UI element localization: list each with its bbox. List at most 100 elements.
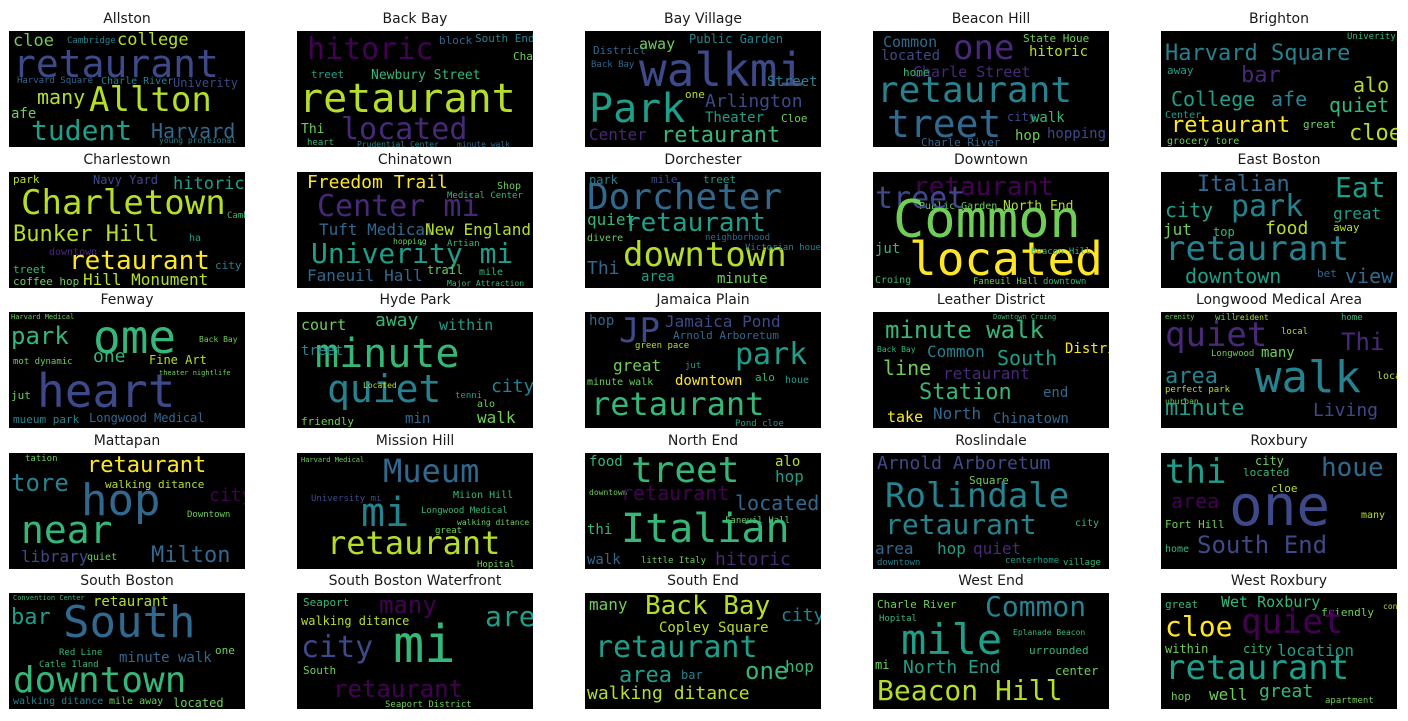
cloud-word: within bbox=[439, 316, 494, 334]
cloud-word: Copley Square bbox=[659, 620, 769, 636]
cloud-word: heart bbox=[307, 138, 335, 148]
cloud-word: will bbox=[1215, 313, 1237, 323]
cloud-word: area bbox=[641, 269, 675, 285]
cloud-word: Thi bbox=[587, 258, 620, 279]
cloud-word: hopping bbox=[1047, 126, 1107, 142]
cloud-word: young profeional bbox=[159, 136, 237, 145]
cloud-word: houe bbox=[785, 375, 810, 386]
cloud-word: retaurant bbox=[595, 630, 758, 665]
cloud-word: retaurant bbox=[625, 208, 766, 238]
wordcloud-panel: Fenway Harvard Medical park ome Back Bay one m… bbox=[9, 291, 245, 428]
cloud-word: many bbox=[1261, 345, 1295, 361]
cloud-word: Theater bbox=[705, 110, 765, 126]
cloud-word: walking ditance bbox=[457, 518, 530, 527]
cloud-word: downtown bbox=[675, 373, 743, 389]
cloud-word: walk bbox=[477, 408, 516, 427]
cloud-word: divere bbox=[587, 233, 624, 244]
panel-title: Hyde Park bbox=[379, 292, 451, 308]
panel-title: Bay Village bbox=[664, 11, 742, 27]
cloud-word: Mueum bbox=[383, 453, 480, 490]
cloud-word: Back Bay bbox=[199, 335, 238, 344]
cloud-word: Arlington bbox=[705, 91, 803, 112]
cloud-word: mi bbox=[361, 490, 410, 536]
cloud-word: home bbox=[1341, 313, 1363, 323]
cloud-word: New England bbox=[425, 220, 531, 239]
cloud-word: Navy Yard bbox=[93, 173, 159, 187]
cloud-word: one bbox=[215, 644, 235, 657]
cloud-word: Longwood bbox=[1211, 349, 1255, 359]
cloud-word: treet bbox=[631, 453, 740, 491]
panel-title: South Boston Waterfront bbox=[328, 573, 502, 589]
panel-title: Leather District bbox=[936, 292, 1046, 308]
cloud-word: alo bbox=[477, 399, 496, 410]
wordcloud-image: Harvard Medical park ome Back Bay one mot dyn… bbox=[9, 312, 245, 428]
cloud-word: quiet bbox=[87, 552, 118, 563]
wordcloud-panel: South Boston Convention Center retaurant ba… bbox=[9, 572, 245, 709]
cloud-word: downtown bbox=[1043, 277, 1087, 287]
cloud-word: Fort Hill bbox=[1165, 518, 1225, 531]
cloud-word: Convention Center bbox=[13, 594, 85, 602]
cloud-word: Cambridge bbox=[67, 36, 116, 46]
wordcloud-image: District away Public Garden walkmi Back Bay S… bbox=[585, 31, 821, 147]
cloud-word: Jamaica Pond bbox=[665, 312, 781, 331]
cloud-word: Bunker Hill bbox=[13, 222, 159, 247]
cloud-word: retaurant bbox=[621, 481, 730, 505]
cloud-word: ome bbox=[93, 312, 177, 364]
cloud-word: one bbox=[93, 346, 126, 367]
cloud-word: apartment bbox=[1325, 696, 1374, 706]
wordcloud-panel: Longwood Medical Area erenity will reident h… bbox=[1161, 291, 1397, 428]
cloud-word: Common bbox=[893, 190, 1081, 250]
cloud-word: area bbox=[875, 539, 914, 558]
cloud-word: hop bbox=[81, 475, 161, 526]
wordcloud-panel: Beacon Hill Common one State Houe located hit… bbox=[873, 10, 1109, 147]
cloud-word: retaurant bbox=[333, 675, 464, 703]
cloud-word: Harvard Square bbox=[17, 76, 93, 86]
cloud-word: Harvard Medical bbox=[11, 313, 75, 321]
wordcloud-panel: Downtown retaurant Public Garden North End t… bbox=[873, 151, 1109, 288]
cloud-word: quiet bbox=[1165, 315, 1268, 355]
cloud-word: friendly bbox=[1321, 606, 1374, 619]
wordcloud-panel: Dorchester park mile treet Dorcheter quiet ret… bbox=[585, 151, 821, 288]
cloud-word: mile bbox=[901, 615, 1003, 664]
panel-title: Downtown bbox=[953, 152, 1029, 168]
cloud-word: afe bbox=[11, 106, 37, 122]
cloud-word: cloe bbox=[1165, 610, 1233, 643]
cloud-word: top bbox=[1213, 225, 1235, 239]
wordcloud-panel: Mattapan tation retaurant tore walking ditan… bbox=[9, 432, 245, 569]
cloud-word: away bbox=[1167, 64, 1194, 77]
cloud-word: take bbox=[887, 408, 924, 426]
cloud-word: home bbox=[903, 66, 930, 79]
cloud-word: park bbox=[13, 173, 40, 186]
cloud-word: city bbox=[1075, 518, 1100, 529]
panel-title: Mission Hill bbox=[375, 433, 455, 449]
cloud-word: Hopital bbox=[477, 560, 515, 570]
cloud-word: treet bbox=[703, 173, 737, 186]
cloud-word: many bbox=[379, 593, 437, 619]
wordcloud-image: Italian Eat city park great jut top food away ret… bbox=[1161, 172, 1397, 288]
cloud-word: erenity bbox=[1165, 313, 1195, 321]
cloud-word: Living bbox=[1313, 400, 1379, 421]
cloud-word: Artian bbox=[447, 239, 480, 249]
panel-title: West Roxbury bbox=[1230, 573, 1328, 589]
cloud-word: mot dynamic bbox=[13, 357, 73, 367]
cloud-word: centerhome bbox=[1005, 556, 1060, 566]
cloud-word: great bbox=[613, 356, 662, 375]
cloud-word: Public Garden bbox=[919, 201, 998, 212]
cloud-word: area bbox=[485, 600, 533, 633]
cloud-word: within bbox=[1165, 642, 1209, 656]
cloud-word: downtown bbox=[13, 660, 187, 701]
cloud-word: located bbox=[341, 112, 468, 147]
cloud-word: mile away bbox=[109, 696, 164, 707]
cloud-word: Center mi bbox=[317, 189, 480, 224]
cloud-word: South End bbox=[475, 32, 533, 45]
cloud-word: park bbox=[589, 173, 618, 187]
cloud-word: Rolindale bbox=[885, 476, 1070, 516]
cloud-word: Street bbox=[767, 74, 818, 90]
cloud-word: Charle River bbox=[513, 50, 533, 63]
cloud-word: city bbox=[491, 376, 533, 397]
cloud-word: bar bbox=[1241, 63, 1281, 88]
cloud-word: downtown bbox=[1185, 264, 1282, 288]
cloud-word: District bbox=[1065, 341, 1109, 357]
wordcloud-image: park mile treet Dorcheter quiet retaurant dive… bbox=[585, 172, 821, 288]
